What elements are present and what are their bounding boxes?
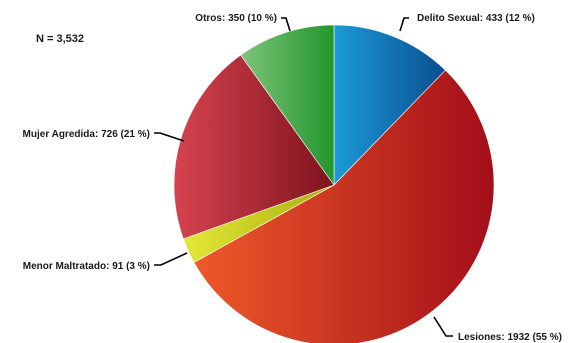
leader-lesiones — [433, 316, 453, 337]
leader-menor-maltratado — [154, 252, 188, 266]
total-annotation: N = 3,532 — [36, 33, 84, 45]
label-otros: Otros: 350 (10 %) — [195, 13, 277, 24]
leader-delito-sexual — [399, 17, 409, 32]
slice-lesiones — [193, 69, 495, 343]
leader-otros — [281, 17, 291, 32]
label-lesiones: Lesiones: 1932 (55 %) — [458, 332, 562, 343]
label-mujer-agredida: Mujer Agredida: 726 (21 %) — [23, 129, 150, 140]
pie-slices — [173, 24, 495, 343]
leader-mujer-agredida — [154, 132, 185, 142]
label-menor-maltratado: Menor Maltratado: 91 (3 %) — [23, 261, 150, 272]
slice-mujer-agredida — [173, 54, 335, 240]
slice-labels: Delito Sexual: 433 (12 %) Lesiones: 1932 … — [23, 13, 562, 343]
label-delito-sexual: Delito Sexual: 433 (12 %) — [417, 13, 535, 24]
slice-delito-sexual — [333, 24, 446, 186]
slice-otros — [240, 24, 335, 186]
leader-lines — [154, 17, 453, 337]
